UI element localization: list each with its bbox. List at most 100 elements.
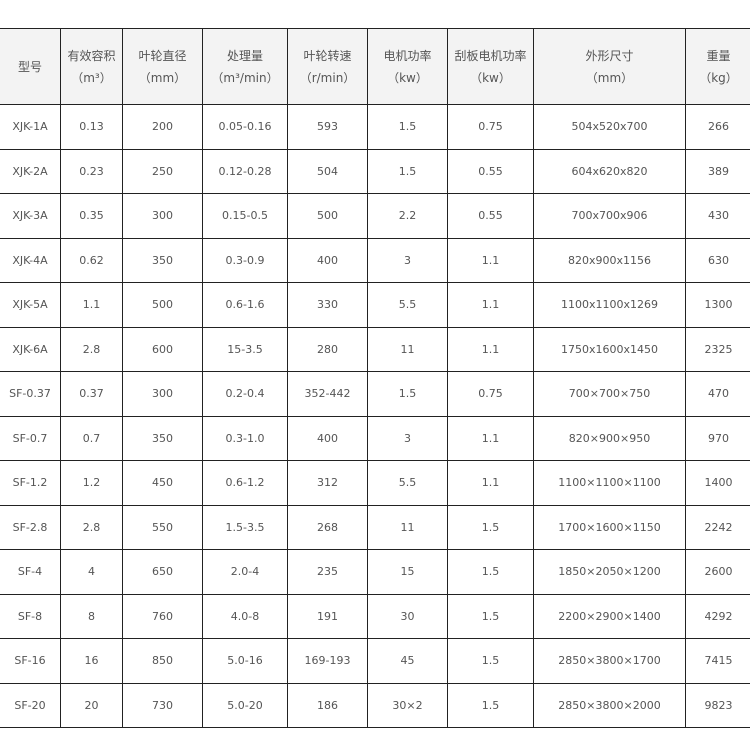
header-label: 重量	[706, 48, 731, 63]
header-unit: （kw）	[387, 70, 428, 85]
column-header: 处理量 （m³/min）	[202, 28, 288, 105]
header-row: 型号 有效容积 （m³） 叶轮直径 （mm） 处理量 （m³/min） 叶轮转速 （r/min）…	[0, 28, 750, 105]
table-cell: 430	[685, 193, 750, 239]
table-row: SF-2.8 2.8 550 1.5-3.5 268 11 1.5 1700×1600×115…	[0, 504, 750, 550]
header-unit: （mm）	[585, 70, 634, 85]
column-header: 叶轮直径 （mm）	[122, 28, 203, 105]
table-cell: 1.5-3.5	[202, 504, 288, 550]
table-cell: 0.75	[447, 371, 534, 417]
column-header: 刮板电机功率 （kw）	[447, 28, 534, 105]
table-cell: XJK-3A	[0, 193, 61, 239]
table-row: XJK-3A 0.35 300 0.15-0.5 500 2.2 0.55 700x700x9…	[0, 193, 750, 239]
table-cell: 235	[287, 549, 368, 595]
table-cell: 0.37	[60, 371, 123, 417]
table-cell: 11	[367, 504, 448, 550]
table-cell: 15	[367, 549, 448, 595]
table-cell: 4292	[685, 593, 750, 639]
table-cell: 1.5	[447, 504, 534, 550]
table-cell: 300	[122, 371, 203, 417]
table-cell: 0.6-1.2	[202, 460, 288, 506]
table-cell: 820x900x1156	[533, 237, 686, 283]
table-cell: 700x700x906	[533, 193, 686, 239]
table-cell: 9823	[685, 682, 750, 728]
table-row: SF-20 20 730 5.0-20 186 30×2 1.5 2850×3800×2000…	[0, 682, 750, 728]
header-unit: （kg）	[699, 70, 738, 85]
table-cell: 850	[122, 638, 203, 684]
table-cell: SF-16	[0, 638, 61, 684]
table-cell: 820×900×950	[533, 415, 686, 461]
table-cell: 186	[287, 682, 368, 728]
table-cell: 2.8	[60, 326, 123, 372]
table-row: SF-0.7 0.7 350 0.3-1.0 400 3 1.1 820×900×950 970	[0, 415, 750, 461]
table-cell: 0.2-0.4	[202, 371, 288, 417]
table-cell: 0.62	[60, 237, 123, 283]
column-header: 电机功率 （kw）	[367, 28, 448, 105]
table-row: XJK-1A 0.13 200 0.05-0.16 593 1.5 0.75 504x520x…	[0, 104, 750, 150]
table-cell: XJK-6A	[0, 326, 61, 372]
table-cell: 7415	[685, 638, 750, 684]
table-cell: 16	[60, 638, 123, 684]
table-cell: 1.1	[60, 282, 123, 328]
table-cell: 604x620x820	[533, 148, 686, 194]
table-cell: 45	[367, 638, 448, 684]
table-cell: 0.15-0.5	[202, 193, 288, 239]
table-cell: 504x520x700	[533, 104, 686, 150]
table-cell: 3	[367, 237, 448, 283]
table-cell: SF-0.37	[0, 371, 61, 417]
table-cell: 4	[60, 549, 123, 595]
table-cell: 1.1	[447, 326, 534, 372]
header-label: 型号	[17, 59, 42, 74]
table-cell: 4.0-8	[202, 593, 288, 639]
table-cell: 5.0-16	[202, 638, 288, 684]
table-cell: 330	[287, 282, 368, 328]
table-cell: 630	[685, 237, 750, 283]
column-header: 重量 （kg）	[685, 28, 750, 105]
table-cell: SF-1.2	[0, 460, 61, 506]
table-cell: 0.13	[60, 104, 123, 150]
table-cell: 2.2	[367, 193, 448, 239]
table-cell: 1.5	[447, 638, 534, 684]
table-cell: 1.5	[367, 371, 448, 417]
table-cell: 300	[122, 193, 203, 239]
header-label: 外形尺寸	[585, 48, 634, 63]
table-cell: 200	[122, 104, 203, 150]
table-row: SF-1.2 1.2 450 0.6-1.2 312 5.5 1.1 1100×1100×11…	[0, 460, 750, 506]
table-cell: 1.5	[447, 549, 534, 595]
table-cell: 1.1	[447, 415, 534, 461]
table-cell: 0.7	[60, 415, 123, 461]
column-header: 有效容积 （m³）	[60, 28, 123, 105]
table-cell: 550	[122, 504, 203, 550]
table-cell: 1700×1600×1150	[533, 504, 686, 550]
header-label: 电机功率	[383, 48, 432, 63]
table-cell: 5.0-20	[202, 682, 288, 728]
table-cell: 11	[367, 326, 448, 372]
column-header: 叶轮转速 （r/min）	[287, 28, 368, 105]
table-cell: 700×700×750	[533, 371, 686, 417]
table-cell: 266	[685, 104, 750, 150]
table-cell: XJK-5A	[0, 282, 61, 328]
table-cell: 2850×3800×1700	[533, 638, 686, 684]
table-cell: 3	[367, 415, 448, 461]
table-cell: 2200×2900×1400	[533, 593, 686, 639]
table-cell: 2850×3800×2000	[533, 682, 686, 728]
table-cell: 2.0-4	[202, 549, 288, 595]
table-cell: 1.1	[447, 282, 534, 328]
table-cell: SF-0.7	[0, 415, 61, 461]
table-cell: 5.5	[367, 282, 448, 328]
table-cell: SF-8	[0, 593, 61, 639]
table-row: SF-4 4 650 2.0-4 235 15 1.5 1850×2050×1200 2600	[0, 549, 750, 595]
table-cell: 470	[685, 371, 750, 417]
table-cell: 30	[367, 593, 448, 639]
table-cell: 0.75	[447, 104, 534, 150]
table-cell: 500	[287, 193, 368, 239]
table-cell: 500	[122, 282, 203, 328]
table-cell: 1.5	[367, 104, 448, 150]
table-cell: 191	[287, 593, 368, 639]
table-cell: 1.1	[447, 460, 534, 506]
table-cell: XJK-1A	[0, 104, 61, 150]
header-unit: （m³/min）	[211, 70, 279, 85]
table-cell: 280	[287, 326, 368, 372]
spec-table: 型号 有效容积 （m³） 叶轮直径 （mm） 处理量 （m³/min） 叶轮转速 （r/min）…	[0, 28, 750, 728]
table-cell: 970	[685, 415, 750, 461]
table-cell: SF-20	[0, 682, 61, 728]
